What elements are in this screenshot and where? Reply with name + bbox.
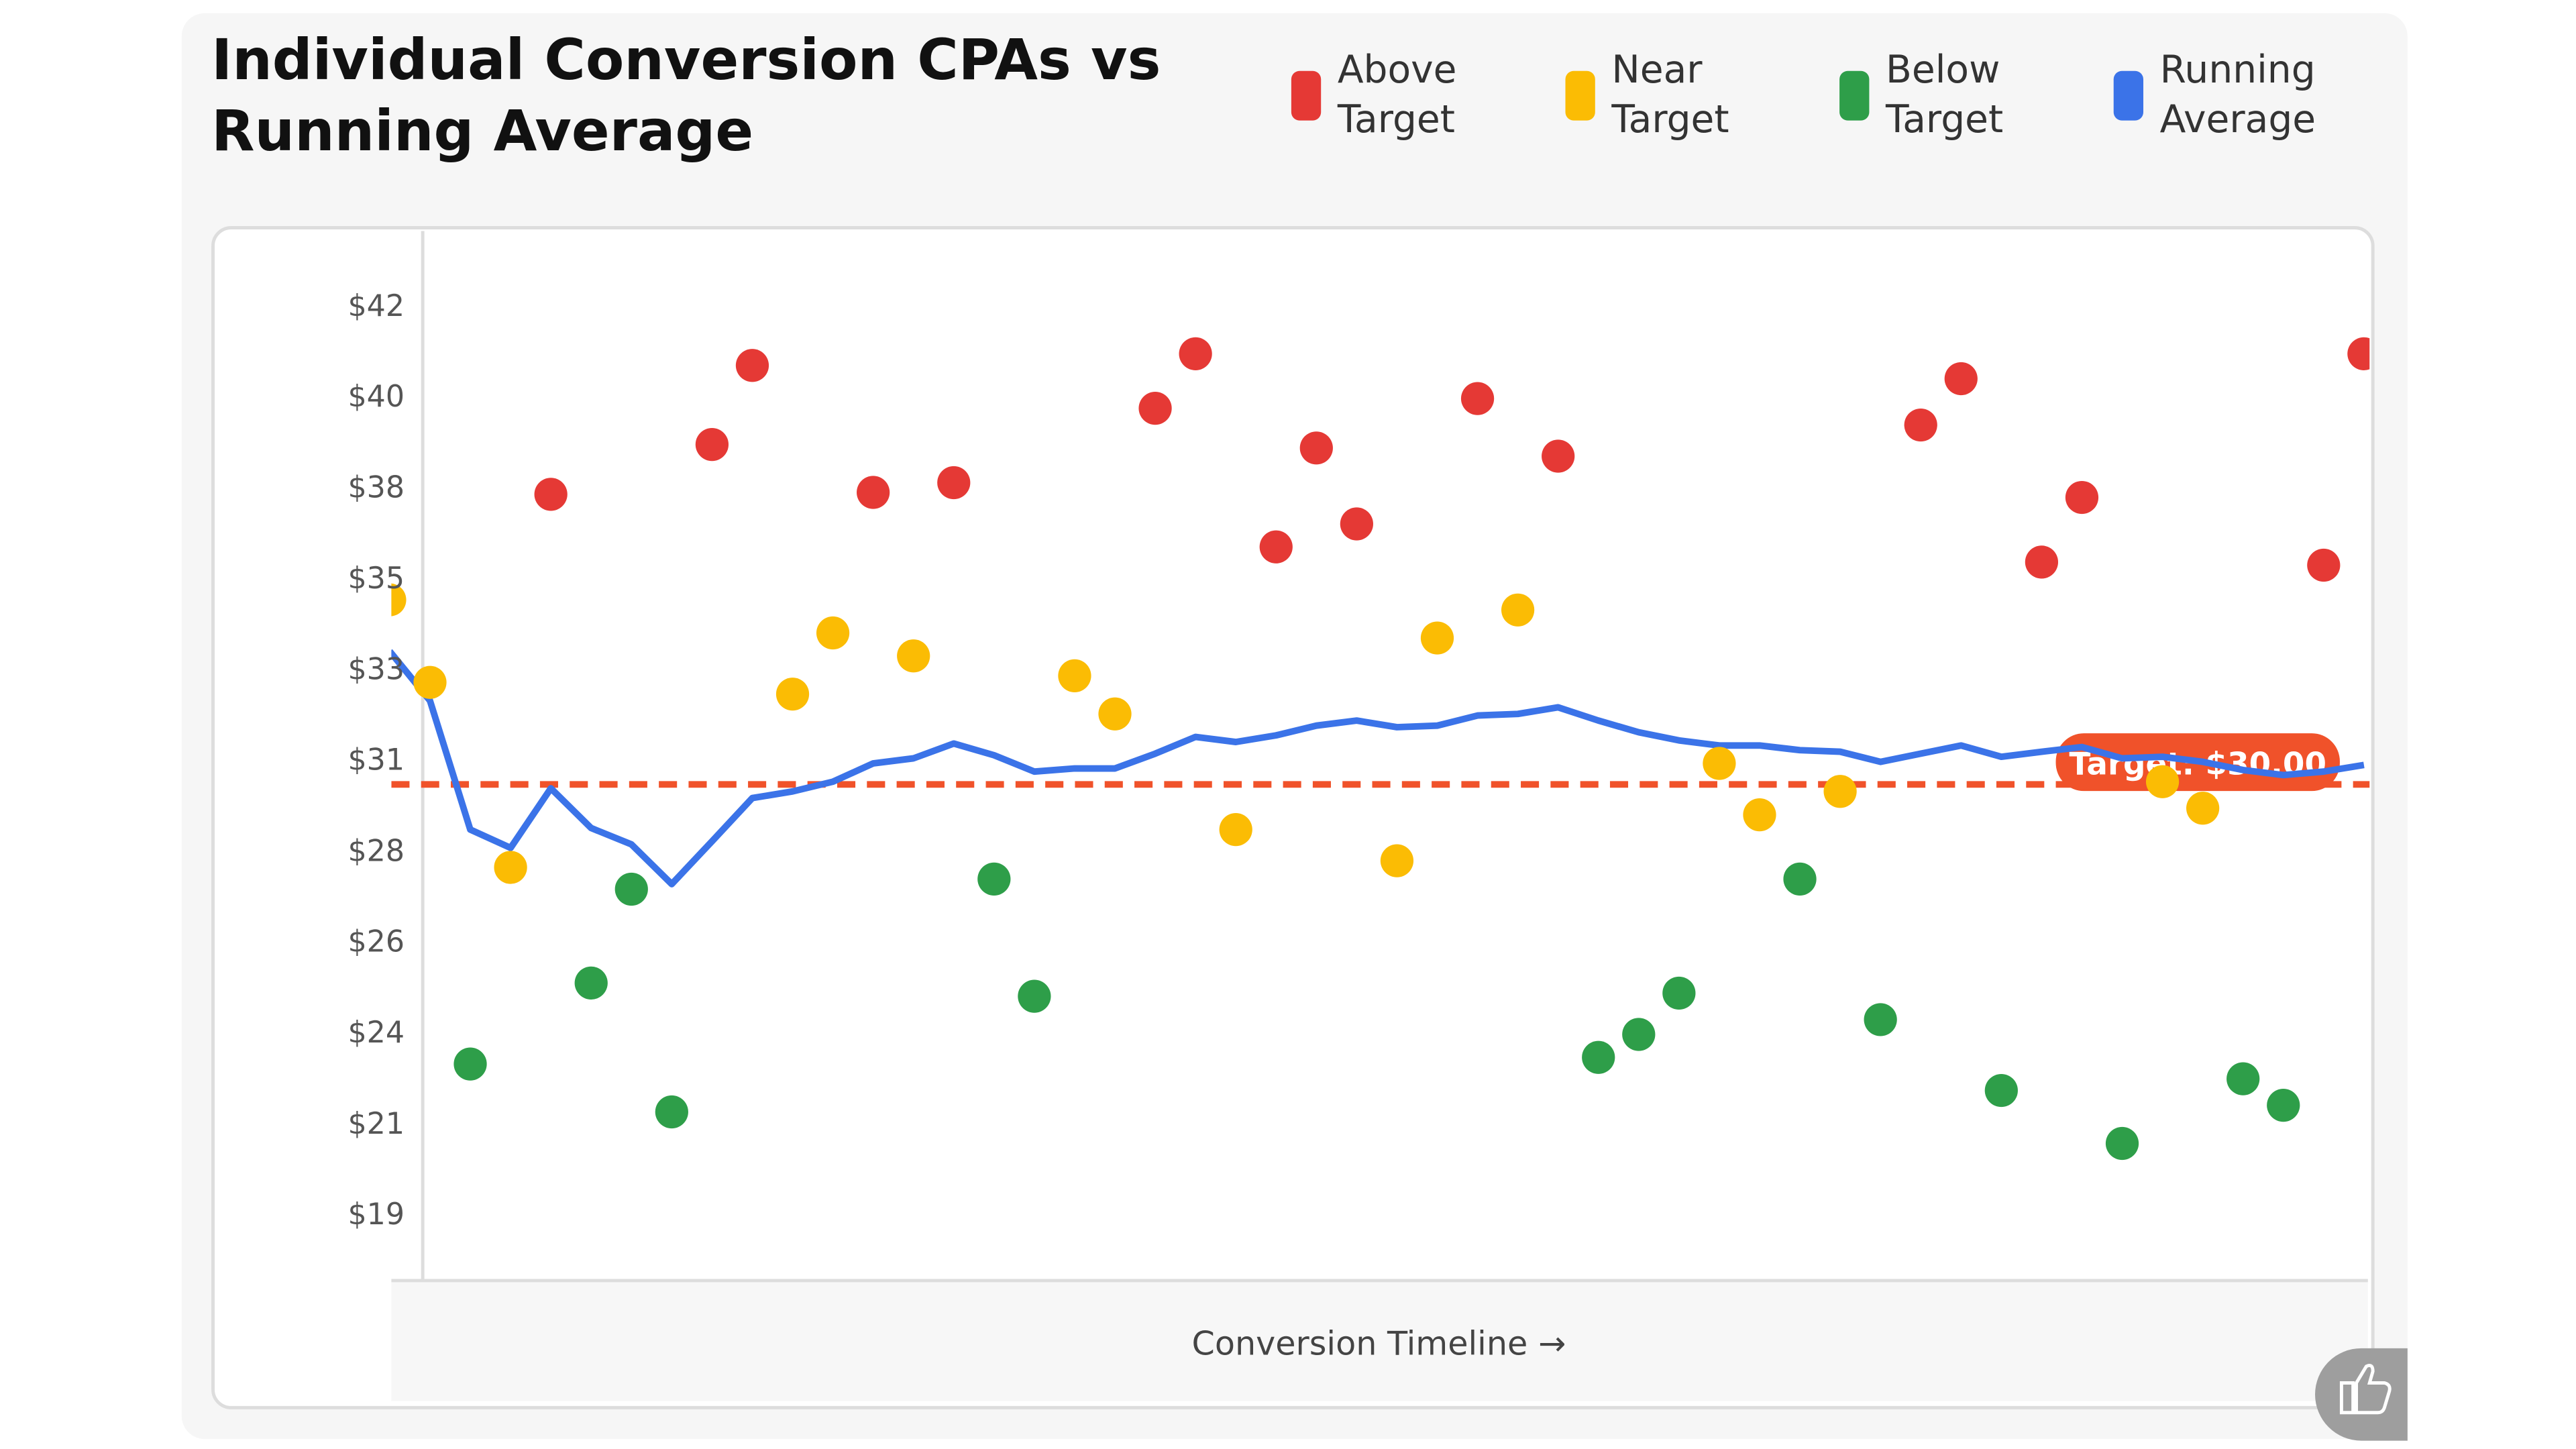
point xyxy=(1662,976,1696,1010)
point xyxy=(2186,792,2220,825)
point xyxy=(857,476,890,509)
y-tick-label: $35 xyxy=(348,561,405,596)
y-tick-label: $24 xyxy=(348,1016,405,1050)
point xyxy=(1460,382,1495,415)
point xyxy=(2226,1062,2260,1095)
point xyxy=(413,665,447,699)
point xyxy=(1299,431,1333,465)
point xyxy=(1179,337,1212,370)
point xyxy=(1058,659,1091,692)
point xyxy=(1703,747,1736,780)
legend-item: Below Target xyxy=(1839,46,2114,146)
legend-label: Above Target xyxy=(1337,49,1457,142)
chart-title: Individual Conversion CPAs vs Running Av… xyxy=(211,28,1161,165)
point xyxy=(1783,862,1817,896)
point xyxy=(534,478,568,511)
point xyxy=(2145,765,2180,798)
legend-swatch xyxy=(1839,70,1870,121)
chart-box xyxy=(211,226,2375,1409)
x-axis-band xyxy=(391,1282,2368,1401)
point xyxy=(1582,1040,1615,1074)
y-tick-label: $33 xyxy=(348,652,405,686)
point xyxy=(775,678,810,711)
legend-item: Running Average xyxy=(2113,46,2345,146)
point xyxy=(2347,337,2370,370)
y-tick-label: $31 xyxy=(348,743,405,777)
legend-label: Below Target xyxy=(1886,49,2004,142)
point xyxy=(2025,545,2059,579)
point xyxy=(655,1095,688,1129)
legend-item: Above Target xyxy=(1291,46,1566,146)
point xyxy=(1138,392,1172,425)
plot-area: Target: $30.00 xyxy=(391,337,2370,1161)
point xyxy=(1622,1018,1656,1051)
point xyxy=(1743,798,1776,832)
running-average-line xyxy=(391,649,2365,888)
point xyxy=(1380,844,1414,877)
y-tick-label: $26 xyxy=(348,925,405,959)
point xyxy=(1823,775,1857,808)
point xyxy=(735,349,769,382)
point xyxy=(2307,548,2341,582)
point xyxy=(977,862,1011,896)
legend-item: Near Target xyxy=(1565,46,1840,146)
point xyxy=(1944,362,1978,396)
legend: Above Target Near Target Below Target Runni… xyxy=(1291,46,2345,146)
point xyxy=(494,851,527,884)
feedback-button[interactable] xyxy=(2315,1348,2408,1441)
point xyxy=(453,1047,487,1081)
y-tick-label: $21 xyxy=(348,1107,405,1141)
point xyxy=(897,639,930,673)
point xyxy=(614,872,648,906)
point xyxy=(391,583,407,616)
legend-label: Near Target xyxy=(1611,49,1729,142)
point xyxy=(2105,1126,2139,1161)
y-tick-label: $38 xyxy=(348,470,405,504)
y-tick-label: $42 xyxy=(348,289,405,323)
y-tick-label: $28 xyxy=(348,834,405,868)
x-axis-label: Conversion Timeline → xyxy=(1191,1324,1566,1363)
point xyxy=(2267,1089,2300,1122)
point xyxy=(1219,813,1252,847)
point xyxy=(1259,530,1293,564)
point xyxy=(1984,1073,2018,1108)
legend-swatch xyxy=(1291,70,1322,121)
point xyxy=(1501,593,1535,627)
legend-swatch xyxy=(2113,70,2144,121)
point xyxy=(816,616,850,650)
point xyxy=(1864,1003,1897,1036)
point xyxy=(937,466,971,500)
point xyxy=(695,427,729,462)
legend-label: Running Average xyxy=(2159,49,2316,142)
legend-swatch xyxy=(1565,70,1595,121)
point xyxy=(1420,621,1454,655)
y-tick-label: $19 xyxy=(348,1197,405,1232)
point xyxy=(1542,439,1575,473)
point xyxy=(2065,480,2099,515)
point xyxy=(1098,697,1132,731)
point xyxy=(1018,979,1051,1013)
y-tick-label: $40 xyxy=(348,380,405,414)
point xyxy=(1904,408,1937,442)
point xyxy=(1340,507,1373,541)
point xyxy=(574,966,608,1000)
